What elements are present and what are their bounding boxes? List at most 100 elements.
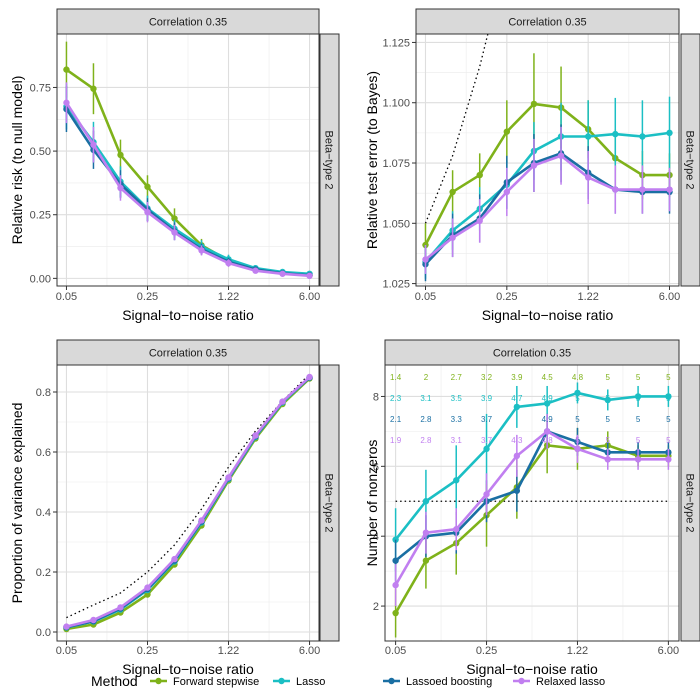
data-point [63,623,70,630]
y-tick-label: 0.0 [36,627,51,639]
strip-top [56,339,320,366]
count-labels-relaxed_lasso: 1.9 2.8 3.1 3.7 4.3 4.8 5 5 5 5 [390,436,671,445]
data-point [279,270,286,277]
data-point [225,474,232,481]
x-axis-title: Signal−to−noise ratio [122,307,254,323]
data-point [666,129,673,137]
y-axis-title: Relative test error (to Bayes) [364,71,380,249]
data-point [513,403,521,411]
x-tick-label: 1.22 [567,645,588,657]
strip-right [319,364,340,642]
x-tick-label: 0.05 [385,645,406,657]
legend-key-point [155,677,162,685]
data-point [144,183,151,190]
count-label: 5 [575,436,580,445]
data-point [90,616,97,624]
count-label: 3.9 [511,373,523,382]
data-point [604,396,611,404]
panel-bottom-right: 1.4 2 2.7 3.2 3.9 4.5 4.8 5 5 5 2.3 3.1 3.5 3.9 4.7 4.9… [364,339,700,677]
data-point [584,174,592,181]
count-labels-lassoed_boosting: 2.1 2.8 3.3 3.7 4.9 5 5 5 5 [390,415,671,424]
count-label: 3.9 [481,394,493,403]
data-point [252,432,259,439]
x-tick-label: 1.22 [218,291,239,303]
y-tick-label: 1.050 [382,218,410,230]
x-axis: 0.05 0.25 1.22 6.00 Signal−to−noise ratio [415,286,680,323]
data-point [449,234,456,241]
data-point [639,186,646,193]
data-point [117,184,124,192]
data-point [198,517,205,524]
count-label: 5 [666,436,671,445]
series-relaxed_lasso [422,126,673,274]
legend-key-point [388,677,395,685]
x-axis: 0.05 0.25 1.22 6.00 Signal−to−noise ratio [385,641,679,677]
data-point [392,609,399,617]
legend: Method Forward stepwise Lasso Lassoed boos… [91,673,605,689]
data-point [171,555,178,563]
plot-area [63,41,313,280]
data-point [117,151,124,159]
count-label: 3.1 [451,436,463,445]
count-label: 5 [636,415,641,424]
data-point [612,130,619,138]
y-axis-title: Relative risk (to null model) [9,76,25,245]
legend-item-label: Lasso [296,676,325,688]
data-point [557,152,565,159]
y-tick-label: 2 [373,601,379,613]
data-point [483,445,490,453]
strip-right [680,364,700,642]
panel-top-left: Correlation 0.35 Beta−type 2 0.05 0.25 1.22 6… [9,8,340,323]
legend-title: Method [91,673,138,689]
count-label: 5 [575,394,580,403]
x-tick-label: 6.00 [299,645,320,657]
count-label: 4.5 [542,373,554,382]
y-tick-label: 1.025 [382,279,410,291]
data-point [422,256,429,263]
data-point [634,393,642,400]
data-point [665,456,672,463]
y-tick-label: 0.2 [36,567,51,579]
grid [385,365,679,641]
count-label: 3.7 [481,436,493,445]
x-axis: 0.05 0.25 1.22 6.00 Signal−to−noise ratio [56,286,320,323]
y-axis-title: Proportion of variance explained [9,403,25,604]
count-label: 5 [666,373,671,382]
y-tick-label: 0.25 [30,210,51,222]
data-point [422,498,430,505]
series-line-relaxed_lasso [394,430,669,586]
series-relaxed_lasso [392,413,672,607]
count-label: 4.9 [542,394,554,403]
strip-right-label: Beta−type 2 [323,130,335,189]
data-point [171,215,178,222]
data-point [639,133,646,140]
count-label: 4.8 [572,373,584,382]
data-point [306,272,313,280]
y-tick-label: 0.75 [30,82,51,94]
count-label: 3.5 [451,394,463,403]
y-tick-label: 0.50 [30,146,51,158]
data-point [144,208,151,216]
legend-item-label: Lassoed boosting [406,676,492,688]
x-tick-label: 0.25 [137,291,158,303]
data-point [63,66,70,73]
panel-top-right: Correlation 0.35 Beta−type 2 0.05 0.25 1.22 6… [364,8,700,323]
count-label: 3.2 [481,373,493,382]
data-point [449,188,456,196]
count-label: 4.9 [542,415,554,424]
data-point [144,584,151,591]
count-label: 5 [575,415,580,424]
legend-items: Forward stepwise Lasso Lassoed boosting Rel… [150,676,605,688]
series-line-relaxed_lasso [66,376,311,628]
data-point [453,477,460,484]
count-label: 2.7 [451,373,463,382]
data-point [453,526,460,533]
x-tick-label: 0.05 [56,645,77,657]
grid [57,34,319,286]
series-line-lasso [394,391,669,541]
data-point [634,456,642,463]
x-axis-title: Signal−to−noise ratio [122,661,254,677]
y-axis: 1.025 1.050 1.075 1.100 1.125 Relative test e… [364,37,416,291]
data-point [503,128,511,135]
strip-right [319,33,340,287]
